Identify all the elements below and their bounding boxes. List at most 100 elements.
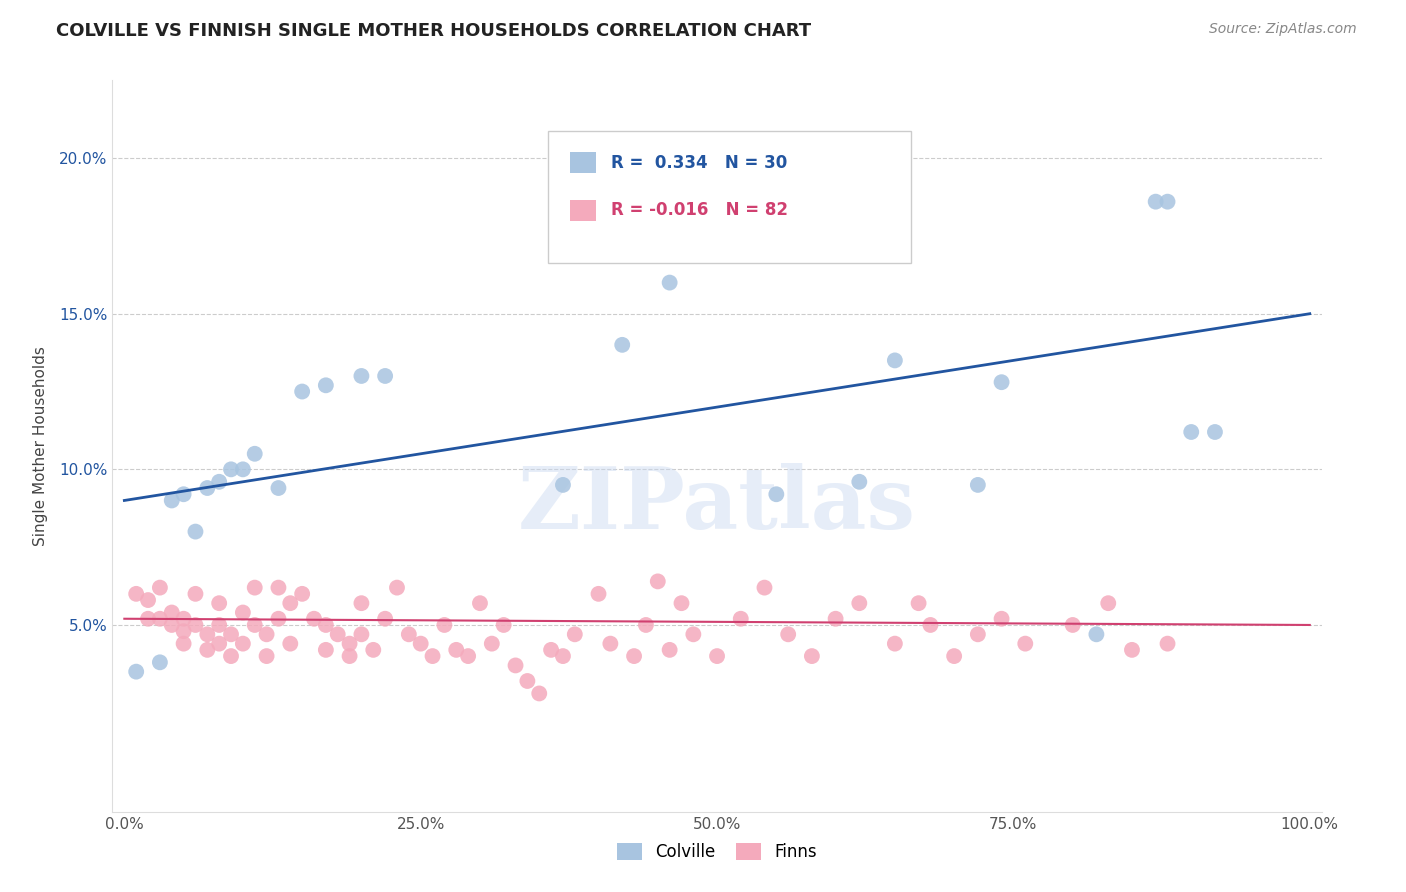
Point (173, 612, 195, 626)
Point (195, 643, 218, 657)
Point (920, 618, 942, 632)
Point (409, 637, 432, 651)
Point (492, 618, 515, 632)
Point (1085, 627, 1108, 641)
Point (149, 612, 172, 626)
Point (588, 587, 610, 601)
Point (658, 276, 681, 290)
Point (149, 656, 172, 670)
Point (149, 581, 172, 595)
Point (160, 606, 183, 620)
Point (208, 618, 231, 632)
Point (219, 649, 242, 664)
Point (1156, 194, 1178, 209)
Point (267, 481, 290, 495)
Point (1156, 637, 1178, 651)
Point (529, 686, 551, 700)
Point (291, 587, 314, 601)
Point (278, 596, 301, 610)
Point (267, 612, 290, 626)
Point (232, 637, 254, 651)
Point (446, 643, 468, 657)
Point (243, 618, 266, 632)
Point (184, 524, 207, 539)
Point (824, 612, 846, 626)
Point (398, 627, 420, 641)
Point (361, 643, 384, 657)
Point (1062, 618, 1084, 632)
Point (481, 637, 503, 651)
Point (256, 627, 278, 641)
Point (907, 596, 929, 610)
Point (647, 574, 669, 589)
Point (374, 612, 396, 626)
Point (848, 475, 870, 489)
Point (634, 618, 657, 632)
Point (339, 637, 361, 651)
Point (374, 368, 396, 383)
Point (1121, 643, 1143, 657)
Point (422, 649, 444, 664)
Point (883, 637, 905, 651)
Point (219, 627, 242, 641)
Point (173, 624, 195, 639)
Text: R = -0.016   N = 82: R = -0.016 N = 82 (612, 201, 789, 219)
Point (243, 447, 266, 461)
Point (350, 596, 373, 610)
Point (1180, 425, 1202, 439)
Point (706, 649, 728, 664)
Point (966, 627, 988, 641)
Point (516, 673, 538, 688)
Point (195, 627, 218, 641)
Point (173, 637, 195, 651)
Point (243, 581, 266, 595)
FancyBboxPatch shape (548, 131, 911, 263)
Point (505, 658, 527, 673)
Point (623, 649, 645, 664)
Point (730, 612, 752, 626)
Point (136, 593, 159, 607)
Point (125, 587, 148, 601)
Point (195, 481, 218, 495)
Point (551, 478, 574, 492)
Point (800, 649, 823, 664)
Point (184, 618, 207, 632)
Point (315, 618, 337, 632)
Point (267, 581, 290, 595)
Point (848, 596, 870, 610)
Point (717, 176, 740, 190)
Point (1097, 596, 1119, 610)
Y-axis label: Single Mother Households: Single Mother Households (34, 346, 48, 546)
Point (990, 612, 1012, 626)
Point (540, 643, 562, 657)
Point (315, 643, 337, 657)
Text: ZIPatlas: ZIPatlas (517, 463, 917, 547)
Text: COLVILLE VS FINNISH SINGLE MOTHER HOUSEHOLDS CORRELATION CHART: COLVILLE VS FINNISH SINGLE MOTHER HOUSEH… (56, 22, 811, 40)
Point (943, 649, 966, 664)
Point (433, 618, 456, 632)
Text: R =  0.334   N = 30: R = 0.334 N = 30 (612, 153, 787, 171)
Point (232, 462, 254, 476)
Point (551, 649, 574, 664)
Point (315, 378, 337, 392)
Point (256, 649, 278, 664)
Point (173, 487, 195, 501)
Point (1014, 637, 1036, 651)
Point (612, 338, 634, 352)
Point (291, 384, 314, 399)
Point (1204, 425, 1226, 439)
Point (302, 612, 325, 626)
Point (232, 606, 254, 620)
Point (457, 649, 479, 664)
Point (160, 618, 183, 632)
Point (706, 244, 728, 259)
Point (778, 627, 800, 641)
Point (350, 368, 373, 383)
Point (1144, 194, 1167, 209)
FancyBboxPatch shape (569, 152, 596, 173)
Point (990, 375, 1012, 389)
Point (350, 627, 373, 641)
Point (564, 627, 586, 641)
Point (184, 587, 207, 601)
Point (339, 649, 361, 664)
